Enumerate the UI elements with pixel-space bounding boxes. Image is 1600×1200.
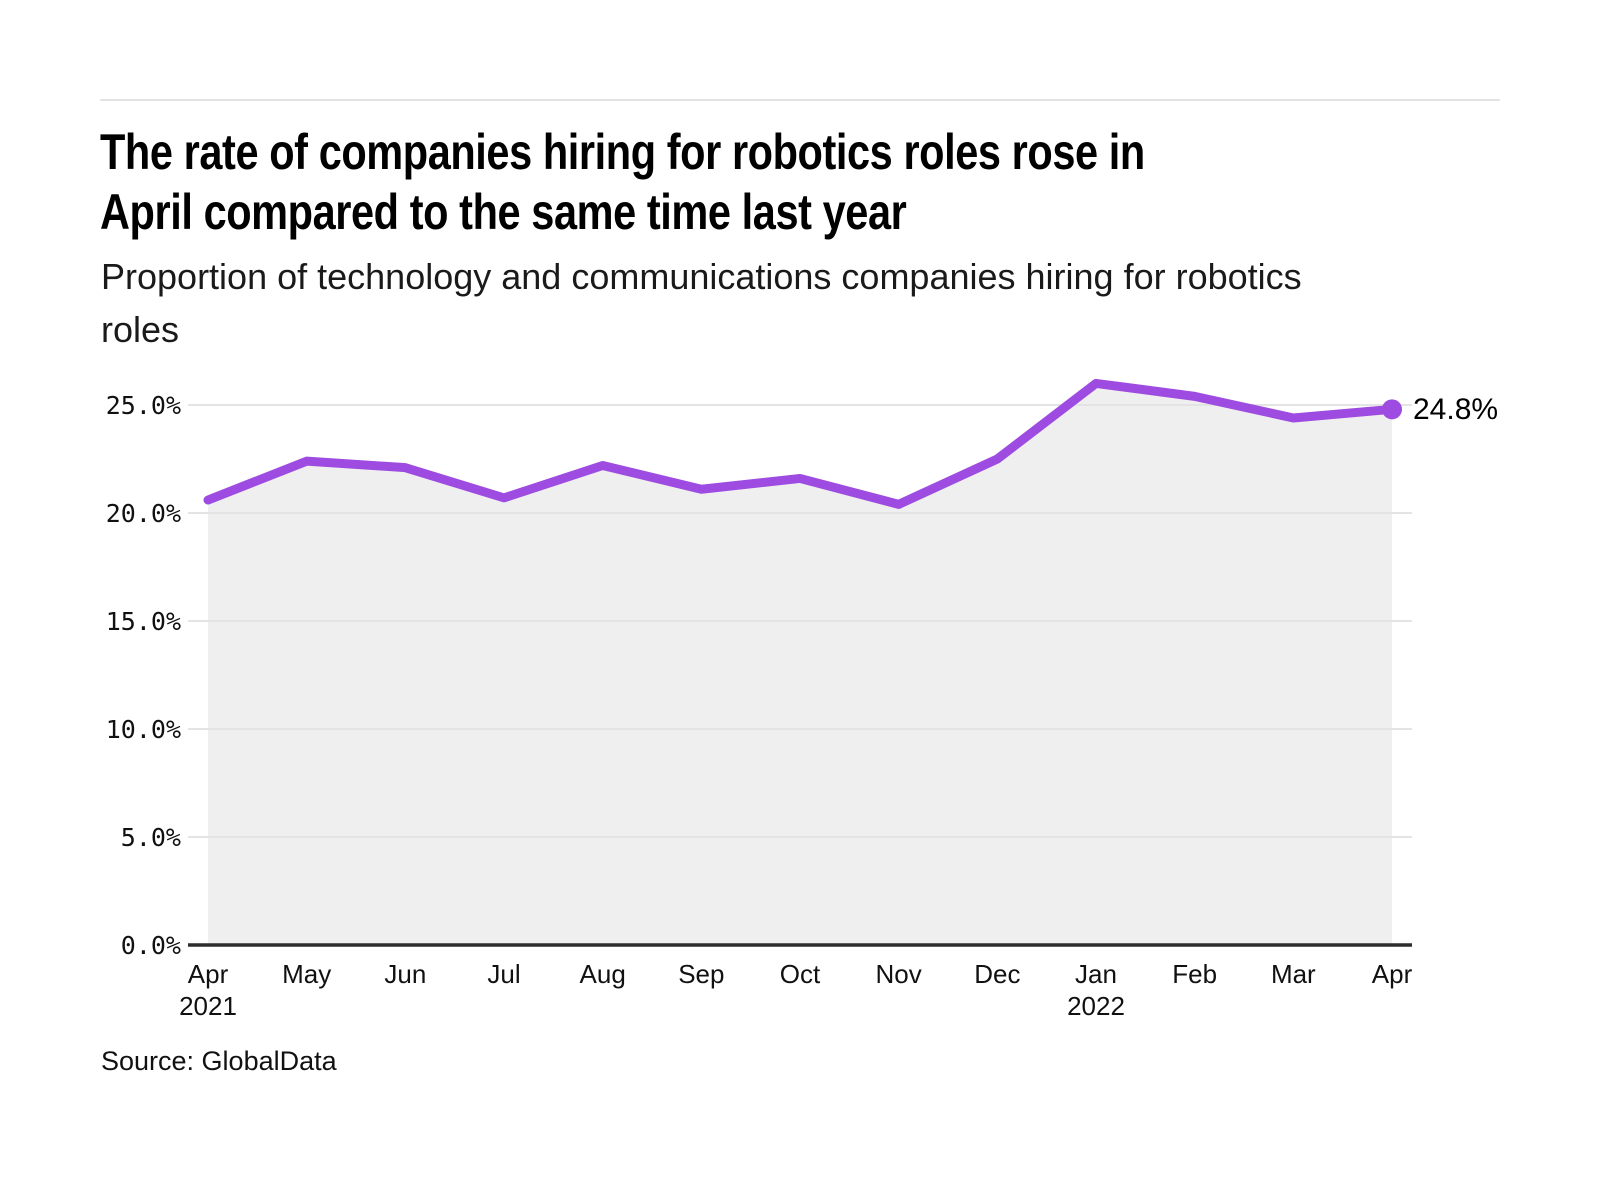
x-tick-label: Apr	[1372, 959, 1413, 989]
y-tick-label: 15.0%	[106, 607, 181, 636]
x-tick-label: Jul	[487, 959, 520, 989]
x-tick-label: Feb	[1172, 959, 1217, 989]
x-tick-label: May	[282, 959, 331, 989]
x-tick-year-label: 2021	[179, 991, 237, 1021]
end-point-marker	[1382, 399, 1402, 420]
x-tick-label: Jun	[384, 959, 426, 989]
x-tick-label: Oct	[780, 959, 821, 989]
chart-title-line1: The rate of companies hiring for robotic…	[100, 124, 1145, 180]
x-tick-year-label: 2022	[1067, 991, 1125, 1021]
y-tick-label: 10.0%	[106, 715, 181, 744]
x-tick-label: Sep	[678, 959, 724, 989]
chart-subtitle-line2: roles	[101, 309, 180, 350]
chart-subtitle-line1: Proportion of technology and communicati…	[101, 256, 1302, 297]
x-tick-label: Dec	[974, 959, 1020, 989]
x-tick-label: Jan	[1075, 959, 1117, 989]
end-point-label: 24.8%	[1413, 393, 1498, 426]
y-tick-label: 5.0%	[121, 823, 181, 852]
chart-title-line2: April compared to the same time last yea…	[100, 184, 907, 240]
chart-title: The rate of companies hiring for robotic…	[100, 122, 1145, 242]
x-tick-label: Apr	[188, 959, 229, 989]
x-tick-label: Nov	[876, 959, 922, 989]
chart-subtitle: Proportion of technology and communicati…	[101, 250, 1302, 356]
y-tick-label: 20.0%	[106, 499, 181, 528]
y-tick-label: 25.0%	[106, 391, 181, 420]
trend-line	[203, 378, 1397, 509]
x-tick-label: Mar	[1271, 959, 1316, 989]
area-fill	[208, 383, 1392, 945]
y-tick-label: 0.0%	[121, 931, 181, 960]
x-tick-label: Aug	[580, 959, 626, 989]
source-credit: Source: GlobalData	[101, 1046, 337, 1076]
top-divider	[100, 99, 1500, 101]
